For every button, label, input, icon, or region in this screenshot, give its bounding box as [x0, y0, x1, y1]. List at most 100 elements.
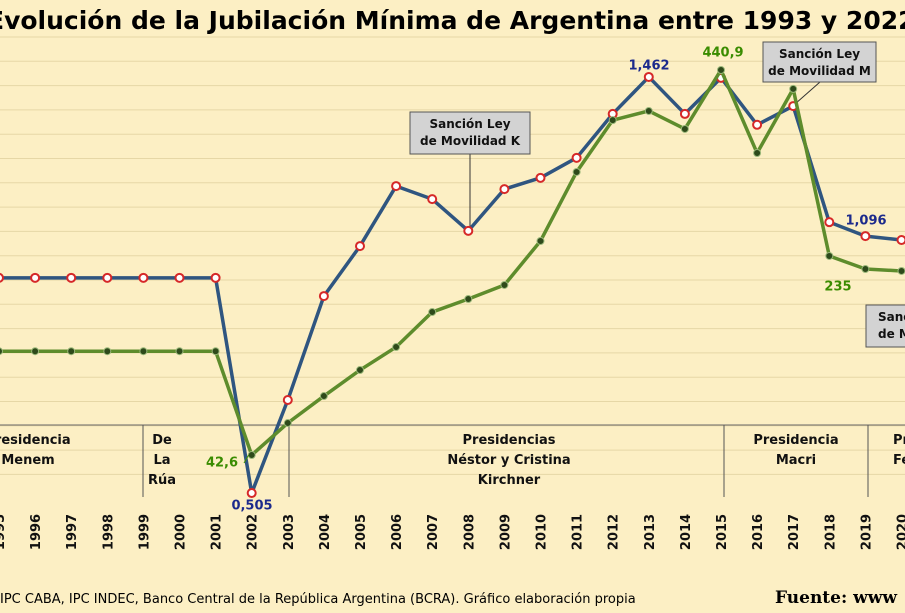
point — [680, 124, 689, 133]
point — [319, 392, 328, 401]
series-line — [0, 75, 902, 495]
annotation-box — [865, 304, 905, 348]
point — [536, 236, 545, 245]
value-label: 440,9 — [702, 46, 743, 61]
point — [283, 419, 292, 428]
point — [861, 265, 870, 274]
x-tick-label: 2005 — [354, 514, 369, 550]
point — [31, 347, 40, 356]
source: IPC CABA, IPC INDEC, Banco Central de la… — [0, 592, 636, 607]
x-tick-label: 2002 — [246, 514, 261, 550]
point — [644, 106, 653, 115]
point — [246, 488, 257, 499]
x-tick-label: 2003 — [282, 514, 297, 550]
point — [0, 272, 4, 283]
point — [66, 272, 77, 283]
value-label: 0,505 — [231, 499, 272, 514]
annotation-text: de Movilidad M — [768, 64, 871, 78]
point — [139, 347, 148, 356]
point — [356, 366, 364, 375]
point — [679, 108, 690, 119]
x-tick-label: 2019 — [859, 514, 874, 550]
annotation-box — [762, 41, 877, 83]
point — [391, 181, 402, 192]
x-tick-label: 2018 — [823, 514, 838, 550]
x-tick-label: 2011 — [571, 514, 586, 550]
x-tick-label: 1998 — [101, 514, 116, 550]
point — [174, 272, 185, 283]
point — [897, 266, 905, 275]
period-label: Presidencia — [0, 433, 71, 448]
point — [500, 280, 509, 289]
annotation-text: Sanción Ley — [878, 310, 905, 324]
point — [499, 184, 510, 195]
point — [608, 116, 617, 125]
period-label: Menem — [1, 453, 54, 468]
point — [717, 65, 725, 74]
annotation-box — [409, 111, 531, 155]
point — [571, 152, 582, 163]
x-tick-label: 2016 — [751, 514, 766, 550]
period-label: Presidencia — [893, 433, 905, 448]
point — [67, 347, 76, 356]
value-label: 42,6 — [206, 456, 238, 471]
point — [355, 241, 365, 252]
value-label: 1,462 — [628, 59, 669, 74]
x-tick-label: 2000 — [174, 514, 189, 550]
point — [789, 84, 798, 93]
point — [102, 272, 113, 283]
series-line — [0, 68, 902, 457]
x-tick-label: 2009 — [498, 514, 513, 550]
period-label: Kirchner — [478, 473, 541, 488]
period-label: Macri — [776, 453, 816, 468]
point — [860, 231, 871, 242]
x-tick-label: 1999 — [137, 514, 152, 550]
period-label: Rúa — [148, 473, 176, 488]
x-tick-label: 2010 — [535, 514, 550, 550]
point — [896, 235, 905, 245]
point — [211, 347, 220, 356]
x-tick-label: 1995 — [0, 514, 8, 550]
x-tick-label: 2008 — [462, 514, 477, 550]
point — [103, 347, 112, 356]
period-label: Presidencias — [463, 433, 556, 448]
period-label: De — [152, 433, 172, 448]
point — [572, 167, 581, 176]
x-tick-label: 2017 — [787, 514, 802, 550]
point — [247, 451, 256, 460]
point — [463, 225, 474, 236]
point — [0, 347, 3, 356]
point — [428, 308, 437, 317]
point — [175, 347, 184, 356]
annotation-text: de Movilidad K — [420, 134, 521, 148]
x-tick-label: 2014 — [679, 514, 694, 550]
annotation-text: Sanción Ley — [429, 117, 510, 131]
x-tick-label: 1996 — [29, 514, 44, 550]
point — [392, 343, 401, 352]
x-tick-label: 2006 — [390, 514, 405, 550]
annotation-text: de Movilidad — [878, 327, 905, 341]
x-tick-label: 2020 — [896, 514, 905, 550]
point — [824, 217, 835, 228]
x-tick-label: 1997 — [65, 514, 80, 550]
point — [427, 194, 438, 205]
x-tick-label: 2015 — [715, 514, 730, 550]
point — [752, 119, 763, 130]
value-label: 1,096 — [845, 214, 886, 229]
x-tick-label: 2001 — [210, 514, 225, 550]
x-tick-label: 2004 — [318, 514, 333, 550]
period-label: Presidencia — [753, 433, 838, 448]
chart-title: Evolución de la Jubilación Mínima de Arg… — [0, 6, 905, 35]
x-tick-label: 2013 — [643, 514, 658, 550]
x-tick-label: 2012 — [607, 514, 622, 550]
period-label: Néstor y Cristina — [447, 453, 570, 468]
value-label: 235 — [824, 280, 851, 295]
point — [464, 294, 473, 303]
point — [282, 395, 293, 405]
period-label: La — [153, 453, 170, 468]
annotation-text: Sanción Ley — [779, 47, 860, 61]
point — [643, 71, 654, 82]
point — [138, 272, 149, 283]
